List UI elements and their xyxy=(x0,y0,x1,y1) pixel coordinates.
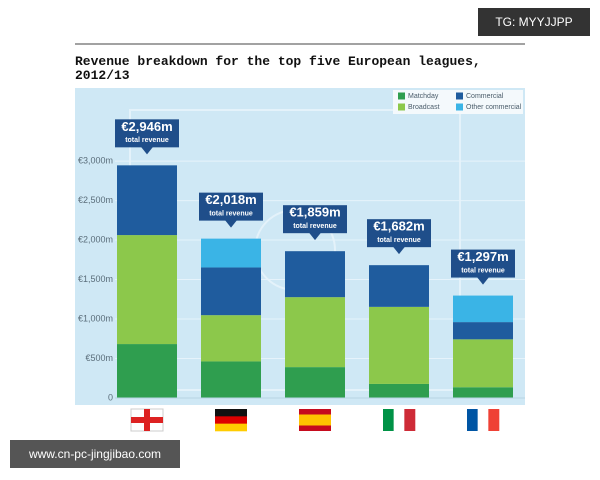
total-callout xyxy=(283,205,347,234)
bar-segment xyxy=(369,306,429,384)
watermark: www.cn-pc-jingjibao.com xyxy=(28,447,161,461)
flag xyxy=(215,416,247,424)
bar-segment xyxy=(453,339,513,388)
legend-swatch xyxy=(456,103,463,111)
total-caption: total revenue xyxy=(209,210,253,217)
total-callout xyxy=(451,249,515,278)
legend-label: Broadcast xyxy=(408,104,440,111)
bar-segment xyxy=(369,265,429,307)
bar-segment xyxy=(369,383,429,398)
total-caption: total revenue xyxy=(377,237,421,244)
bar-segment xyxy=(201,315,261,362)
callout-pointer xyxy=(477,277,489,285)
bar-segment xyxy=(453,322,513,340)
total-label: €2,018m xyxy=(205,192,256,207)
bar-segment xyxy=(201,238,261,268)
y-tick-label: €1,500m xyxy=(78,274,113,284)
legend-label: Commercial xyxy=(466,93,504,100)
total-label: €1,859m xyxy=(289,205,340,220)
flag xyxy=(215,409,247,417)
flag xyxy=(131,417,163,423)
y-tick-label: €2,500m xyxy=(78,195,113,205)
callout-pointer xyxy=(309,232,321,241)
legend-label: Matchday xyxy=(408,93,439,100)
flag xyxy=(383,409,394,431)
y-tick-label: €3,000m xyxy=(78,155,113,165)
bar-segment xyxy=(117,235,177,345)
total-caption: total revenue xyxy=(293,223,337,230)
total-label: €2,946m xyxy=(121,119,172,134)
bar-segment xyxy=(117,165,177,236)
flag xyxy=(404,409,416,431)
total-callout xyxy=(367,219,431,248)
bar-segment xyxy=(453,387,513,398)
total-label: €1,297m xyxy=(457,249,508,264)
bar-segment xyxy=(201,267,261,316)
callout-pointer xyxy=(393,246,405,255)
watermark-box xyxy=(10,440,180,468)
y-tick-label: €2,000m xyxy=(78,234,113,244)
total-callout xyxy=(115,119,179,148)
flag xyxy=(299,414,331,426)
flag xyxy=(467,409,478,431)
chart-title: Revenue breakdown for the top five Europ… xyxy=(75,54,481,83)
legend-label: Other commercial xyxy=(466,104,522,111)
x-category-flag xyxy=(130,408,164,432)
bar-segment xyxy=(285,367,345,398)
total-caption: total revenue xyxy=(125,137,169,144)
flag xyxy=(393,409,405,431)
y-tick-label: €1,000m xyxy=(78,313,113,323)
x-category-flag xyxy=(299,409,331,431)
flag xyxy=(488,409,500,431)
watermark-box xyxy=(478,8,590,36)
flag xyxy=(215,423,247,432)
total-label: €1,682m xyxy=(373,219,424,234)
callout-pointer xyxy=(225,220,237,228)
x-category-flag xyxy=(383,409,416,431)
bar-segment xyxy=(453,295,513,323)
legend-swatch xyxy=(398,92,405,100)
callout-pointer xyxy=(141,146,153,155)
bar-segment xyxy=(285,297,345,368)
flag xyxy=(477,409,489,431)
watermark: TG: MYYJJPP xyxy=(495,15,572,29)
bar-segment xyxy=(117,344,177,398)
bar-segment xyxy=(285,251,345,298)
legend-swatch xyxy=(456,92,463,100)
x-category-flag xyxy=(467,409,500,431)
y-tick-label: €500m xyxy=(85,353,113,363)
total-callout xyxy=(199,192,263,221)
y-tick-label: 0 xyxy=(108,392,113,402)
x-category-flag xyxy=(215,409,247,432)
bar-segment xyxy=(201,361,261,398)
total-caption: total revenue xyxy=(461,267,505,274)
legend-swatch xyxy=(398,103,405,111)
